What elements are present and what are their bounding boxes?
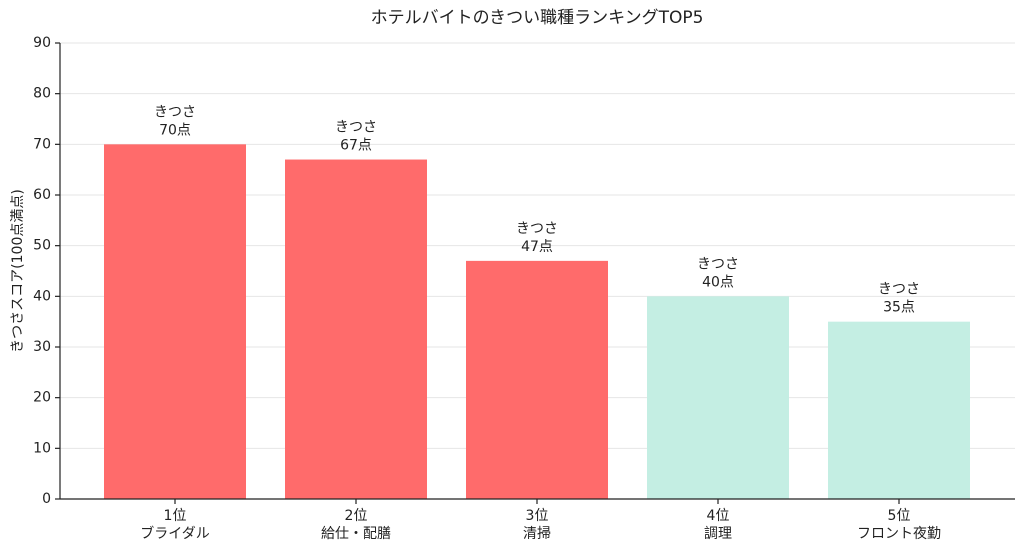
y-tick-label: 10: [33, 440, 51, 456]
y-tick-label: 80: [33, 86, 51, 102]
bar: [828, 321, 970, 499]
x-tick-label: 4位調理: [704, 508, 732, 542]
x-tick-label: 2位給仕・配膳: [321, 508, 391, 542]
bar: [104, 144, 246, 500]
y-tick-label: 60: [33, 187, 51, 203]
bar: [466, 260, 608, 499]
y-tick-label: 40: [33, 288, 51, 304]
y-tick-label: 50: [33, 238, 51, 254]
bar: [285, 159, 427, 500]
y-tick-label: 0: [42, 491, 51, 507]
y-tick-label: 20: [33, 390, 51, 406]
y-tick-label: 70: [33, 136, 51, 152]
y-axis-label: きつさスコア(100点満点): [10, 189, 26, 353]
chart-title: ホテルバイトのきつい職種ランキングTOP5: [371, 8, 704, 28]
value-label: きつさ 67点: [335, 120, 377, 154]
value-label: きつさ 40点: [697, 256, 739, 290]
x-tick-label: 5位フロント夜勤: [857, 508, 941, 542]
value-label: きつさ 47点: [516, 221, 558, 255]
bar: [647, 296, 789, 499]
y-tick-label: 30: [33, 339, 51, 355]
value-label: きつさ 35点: [878, 282, 920, 316]
x-tick-label: 1位ブライダル: [140, 508, 209, 542]
y-tick-label: 90: [33, 35, 51, 51]
x-tick-label: 3位清掃: [523, 508, 551, 542]
value-label: きつさ 70点: [154, 104, 196, 138]
